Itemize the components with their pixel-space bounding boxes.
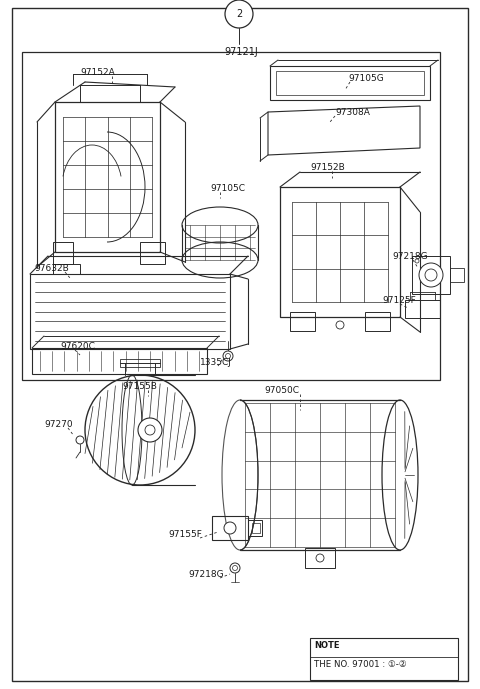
Text: 97152A: 97152A	[80, 68, 115, 77]
Bar	[32, 348, 207, 374]
Circle shape	[225, 0, 253, 28]
Text: 2: 2	[236, 9, 242, 19]
Bar	[30, 274, 230, 349]
Text: 97125F: 97125F	[382, 296, 416, 305]
Text: 97308A: 97308A	[335, 108, 370, 117]
Text: 97218G: 97218G	[188, 570, 224, 579]
Text: 97121J: 97121J	[224, 47, 258, 57]
Text: 97152B: 97152B	[310, 163, 345, 172]
Bar	[140, 242, 165, 264]
Circle shape	[224, 522, 236, 534]
Bar	[290, 312, 315, 331]
Bar	[22, 52, 440, 380]
Bar	[412, 256, 450, 294]
Circle shape	[336, 321, 344, 329]
Bar	[53, 242, 73, 264]
Bar	[53, 264, 80, 274]
Bar	[55, 102, 160, 252]
Text: 97155B: 97155B	[122, 382, 157, 391]
Text: 97155F: 97155F	[168, 530, 202, 539]
Bar	[270, 66, 430, 100]
Circle shape	[230, 563, 240, 573]
Text: 97218G: 97218G	[392, 252, 428, 261]
Bar	[365, 312, 390, 331]
Bar	[276, 71, 424, 95]
Bar	[252, 523, 260, 533]
Bar	[450, 268, 464, 282]
Text: 97050C: 97050C	[264, 386, 299, 395]
Bar	[248, 520, 262, 536]
Text: 97270: 97270	[44, 420, 72, 429]
Circle shape	[419, 263, 443, 287]
Text: 97632B: 97632B	[34, 264, 69, 273]
Bar	[280, 187, 400, 317]
Text: 97620C: 97620C	[60, 342, 95, 351]
Circle shape	[223, 351, 233, 361]
Circle shape	[316, 554, 324, 562]
Text: 97105C: 97105C	[210, 184, 245, 193]
Text: THE NO. 97001 : ①-②: THE NO. 97001 : ①-②	[314, 660, 407, 669]
Bar	[310, 638, 458, 680]
Bar	[212, 516, 248, 540]
Text: 97105G: 97105G	[348, 74, 384, 83]
Circle shape	[76, 436, 84, 444]
Circle shape	[415, 259, 419, 263]
Bar	[120, 359, 160, 367]
Text: NOTE: NOTE	[314, 641, 339, 650]
Text: 1335CJ: 1335CJ	[200, 358, 232, 367]
Bar	[305, 548, 335, 568]
Bar	[405, 300, 440, 318]
Circle shape	[138, 418, 162, 442]
